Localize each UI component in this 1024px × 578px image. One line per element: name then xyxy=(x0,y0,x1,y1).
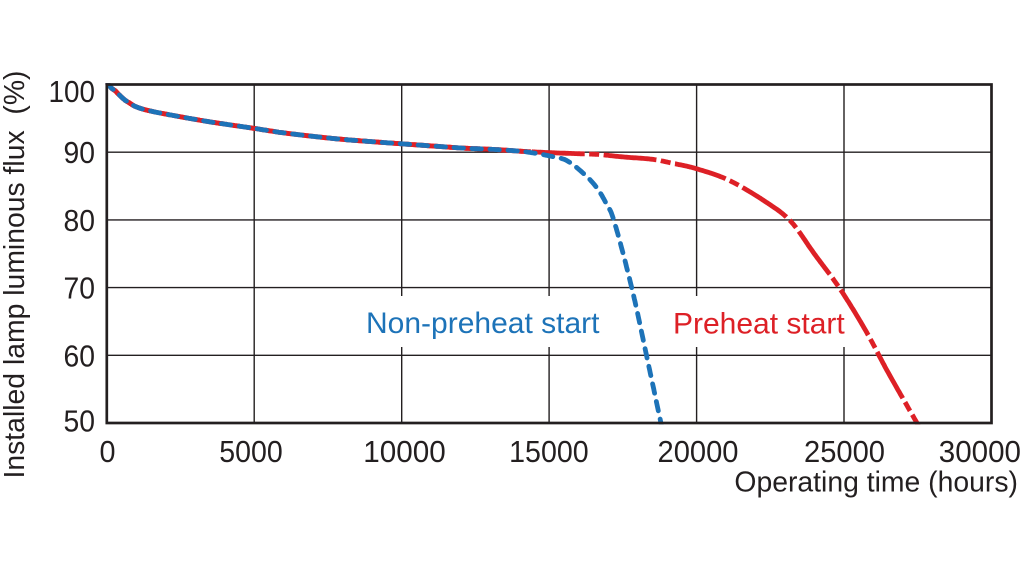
svg-text:60: 60 xyxy=(64,340,96,373)
svg-text:Operating time (hours): Operating time (hours) xyxy=(734,467,1018,499)
svg-text:15000: 15000 xyxy=(509,436,589,469)
svg-text:5000: 5000 xyxy=(219,436,283,469)
svg-text:70: 70 xyxy=(64,273,96,306)
svg-text:80: 80 xyxy=(64,205,96,238)
svg-text:100: 100 xyxy=(49,76,96,109)
svg-text:Preheat start: Preheat start xyxy=(673,308,845,341)
svg-text:25000: 25000 xyxy=(804,436,885,469)
svg-text:90: 90 xyxy=(64,137,96,170)
svg-text:0: 0 xyxy=(100,436,116,469)
svg-text:10000: 10000 xyxy=(363,436,446,469)
svg-text:Non-preheat start: Non-preheat start xyxy=(366,307,600,340)
svg-text:Installed lamp luminous flux: Installed lamp luminous flux (%) xyxy=(0,71,31,479)
svg-text:30000: 30000 xyxy=(939,436,1021,469)
svg-text:50: 50 xyxy=(64,405,96,438)
svg-text:20000: 20000 xyxy=(658,436,739,469)
